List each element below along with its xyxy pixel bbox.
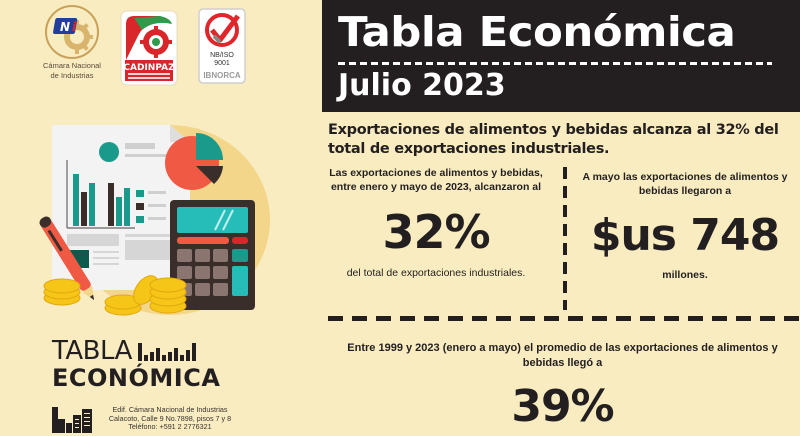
svg-text:9001: 9001 [214, 60, 230, 67]
svg-text:N: N [60, 20, 70, 34]
cadinpaz-logo: CADINPAZ [120, 10, 178, 86]
cni-logo: N i Cámara Nacional de Industrias [34, 4, 110, 88]
bar-chart-icon [137, 343, 196, 361]
header-banner: Tabla Económica Julio 2023 [322, 0, 800, 112]
cni-caption-line1: Cámara Nacional [43, 61, 101, 70]
svg-text:CADINPAZ: CADINPAZ [123, 63, 175, 73]
horizontal-divider [328, 316, 800, 321]
svg-text:NB/ISO: NB/ISO [210, 52, 234, 59]
svg-text:IBNORCA: IBNORCA [203, 71, 241, 80]
tabla-economica-brand: TABLA ECONÓMICA [52, 338, 220, 392]
coins-icon [43, 275, 187, 316]
stat-share: Las exportaciones de alimentos y bebidas… [322, 166, 550, 280]
calculator-icon [170, 200, 255, 310]
buildings-icon [52, 405, 94, 436]
finance-illustration [20, 110, 320, 320]
address-line2: Calacoto, Calle 9 No.7898, pisos 7 y 8 [108, 413, 232, 423]
title-divider [338, 62, 772, 65]
gear-icon [140, 26, 172, 58]
brand-line2: ECONÓMICA [52, 364, 221, 392]
svg-text:i: i [72, 20, 77, 34]
brand-line1: TABLA [52, 336, 132, 366]
address-block: Edif. Cámara Nacional de Industrias Cala… [100, 405, 240, 432]
stat-average-lead: Entre 1999 y 2023 (enero a mayo) el prom… [347, 342, 778, 369]
stat-amount-value: $us 748 [590, 210, 780, 261]
page-title: Tabla Económica [338, 8, 736, 56]
cni-caption-line2: de Industrias [50, 71, 94, 80]
address-phone: Teléfono: +591 2 2776321 [128, 422, 212, 432]
pie-chart-icon [165, 133, 223, 190]
pen-icon [39, 216, 95, 301]
vertical-divider [563, 167, 567, 310]
address-line1: Edif. Cámara Nacional de Industrias [112, 405, 228, 414]
stat-share-value: 32% [382, 205, 490, 259]
stat-amount-lead: A mayo las exportaciones de alimentos y … [582, 171, 788, 197]
report-month: Julio 2023 [338, 68, 506, 103]
cni-gear-icon: N i [45, 5, 99, 59]
ibnorca-logo: NB/ISO 9001 IBNORCA [198, 8, 246, 84]
stat-share-lead: Las exportaciones de alimentos y bebidas… [329, 167, 543, 193]
stat-share-foot: del total de exportaciones industriales. [346, 267, 526, 279]
stat-amount: A mayo las exportaciones de alimentos y … [580, 170, 790, 282]
stat-average: Entre 1999 y 2023 (enero a mayo) el prom… [330, 341, 795, 433]
report-document-icon [52, 125, 190, 290]
headline: Exportaciones de alimentos y bebidas alc… [328, 122, 779, 157]
stat-amount-foot: millones. [662, 269, 708, 281]
stat-average-value: 39% [511, 381, 614, 432]
